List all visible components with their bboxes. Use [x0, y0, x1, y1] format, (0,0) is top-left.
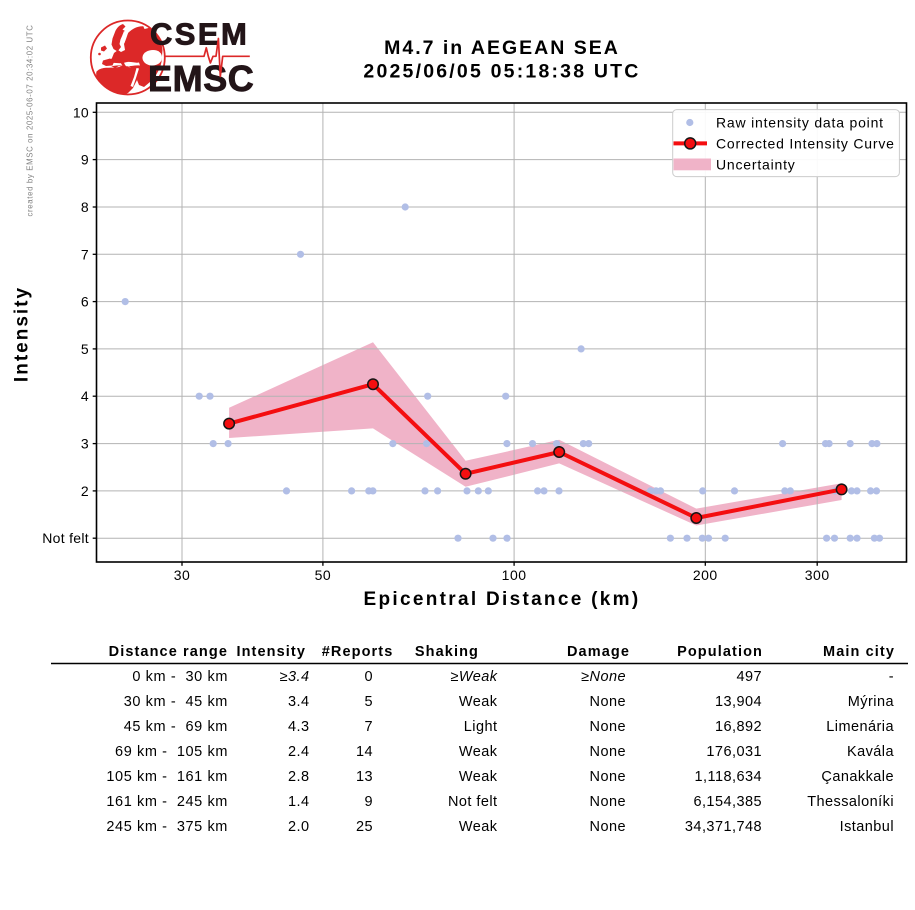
- svg-text:5: 5: [81, 341, 89, 357]
- svg-text:30 km - 45 km: 30 km - 45 km: [124, 694, 228, 710]
- svg-text:7: 7: [364, 719, 373, 735]
- svg-text:45 km - 69 km: 45 km - 69 km: [124, 719, 228, 735]
- svg-text:Raw intensity data point: Raw intensity data point: [716, 114, 884, 130]
- svg-text:Kavála: Kavála: [847, 744, 895, 760]
- svg-text:Weak: Weak: [459, 769, 498, 785]
- svg-text:Weak: Weak: [459, 694, 498, 710]
- svg-text:25: 25: [356, 819, 373, 835]
- svg-text:2: 2: [81, 483, 89, 499]
- svg-text:9: 9: [364, 794, 373, 810]
- svg-text:13,904: 13,904: [715, 694, 762, 710]
- svg-text:None: None: [590, 719, 626, 735]
- svg-text:≥3.4: ≥3.4: [280, 669, 310, 685]
- svg-text:#Reports: #Reports: [322, 644, 394, 660]
- svg-text:1.4: 1.4: [288, 794, 310, 810]
- svg-text:300: 300: [805, 567, 830, 583]
- svg-text:2.4: 2.4: [288, 744, 310, 760]
- svg-text:Limenária: Limenária: [826, 719, 894, 735]
- svg-text:Istanbul: Istanbul: [840, 819, 894, 835]
- svg-text:200: 200: [693, 567, 718, 583]
- svg-text:105 km - 161 km: 105 km - 161 km: [106, 769, 228, 785]
- svg-text:7: 7: [81, 246, 89, 262]
- svg-text:176,031: 176,031: [706, 744, 762, 760]
- svg-text:5: 5: [364, 694, 373, 710]
- svg-text:Uncertainty: Uncertainty: [716, 157, 796, 173]
- svg-text:245 km - 375 km: 245 km - 375 km: [106, 819, 228, 835]
- svg-text:Shaking: Shaking: [415, 644, 479, 660]
- svg-text:6: 6: [81, 294, 89, 310]
- svg-text:created by EMSC on 2025-06-07: created by EMSC on 2025-06-07 20:34:02 U…: [26, 25, 35, 217]
- svg-text:M4.7 in AEGEAN SEA: M4.7 in AEGEAN SEA: [384, 37, 620, 59]
- svg-text:Damage: Damage: [567, 644, 630, 660]
- svg-text:30: 30: [174, 567, 191, 583]
- svg-text:13: 13: [356, 769, 373, 785]
- svg-text:161 km - 245 km: 161 km - 245 km: [106, 794, 228, 810]
- svg-text:Weak: Weak: [459, 744, 498, 760]
- svg-text:None: None: [590, 769, 626, 785]
- svg-text:Thessaloníki: Thessaloníki: [807, 794, 894, 810]
- svg-text:Çanakkale: Çanakkale: [821, 769, 894, 785]
- svg-text:3: 3: [81, 436, 89, 452]
- svg-text:Distance range: Distance range: [109, 644, 228, 660]
- svg-text:Light: Light: [464, 719, 498, 735]
- svg-text:≥Weak: ≥Weak: [450, 669, 497, 685]
- svg-text:Population: Population: [677, 644, 763, 660]
- svg-text:0 km - 30 km: 0 km - 30 km: [132, 669, 228, 685]
- svg-text:Main city: Main city: [823, 644, 895, 660]
- svg-text:100: 100: [502, 567, 527, 583]
- svg-text:None: None: [590, 694, 626, 710]
- svg-text:4: 4: [81, 388, 89, 404]
- svg-text:497: 497: [736, 669, 762, 685]
- svg-text:Not felt: Not felt: [448, 794, 498, 810]
- svg-text:2.0: 2.0: [288, 819, 310, 835]
- svg-text:10: 10: [73, 104, 89, 120]
- svg-text:CSEM: CSEM: [150, 17, 249, 52]
- svg-text:1,118,634: 1,118,634: [695, 769, 762, 785]
- svg-text:4.3: 4.3: [288, 719, 310, 735]
- svg-text:EMSC: EMSC: [148, 58, 254, 99]
- svg-text:16,892: 16,892: [715, 719, 762, 735]
- svg-text:-: -: [889, 669, 894, 685]
- svg-text:8: 8: [81, 199, 89, 215]
- svg-text:50: 50: [315, 567, 332, 583]
- svg-text:None: None: [590, 819, 626, 835]
- svg-text:None: None: [590, 794, 626, 810]
- svg-text:9: 9: [81, 152, 89, 168]
- svg-text:Intensity: Intensity: [12, 286, 33, 382]
- svg-text:Epicentral Distance (km): Epicentral Distance (km): [364, 589, 641, 610]
- svg-text:69 km - 105 km: 69 km - 105 km: [115, 744, 228, 760]
- svg-text:34,371,748: 34,371,748: [685, 819, 762, 835]
- svg-text:Mýrina: Mýrina: [848, 694, 895, 710]
- svg-text:0: 0: [364, 669, 373, 685]
- svg-text:≥None: ≥None: [581, 669, 626, 685]
- svg-text:6,154,385: 6,154,385: [693, 794, 762, 810]
- svg-text:Weak: Weak: [459, 819, 498, 835]
- svg-text:Not felt: Not felt: [42, 530, 89, 546]
- svg-text:None: None: [590, 744, 626, 760]
- svg-text:Corrected Intensity Curve: Corrected Intensity Curve: [716, 135, 895, 151]
- svg-text:14: 14: [356, 744, 373, 760]
- svg-text:Intensity: Intensity: [236, 644, 306, 660]
- svg-text:2.8: 2.8: [288, 769, 310, 785]
- svg-text:3.4: 3.4: [288, 694, 310, 710]
- svg-text:2025/06/05 05:18:38 UTC: 2025/06/05 05:18:38 UTC: [363, 61, 640, 83]
